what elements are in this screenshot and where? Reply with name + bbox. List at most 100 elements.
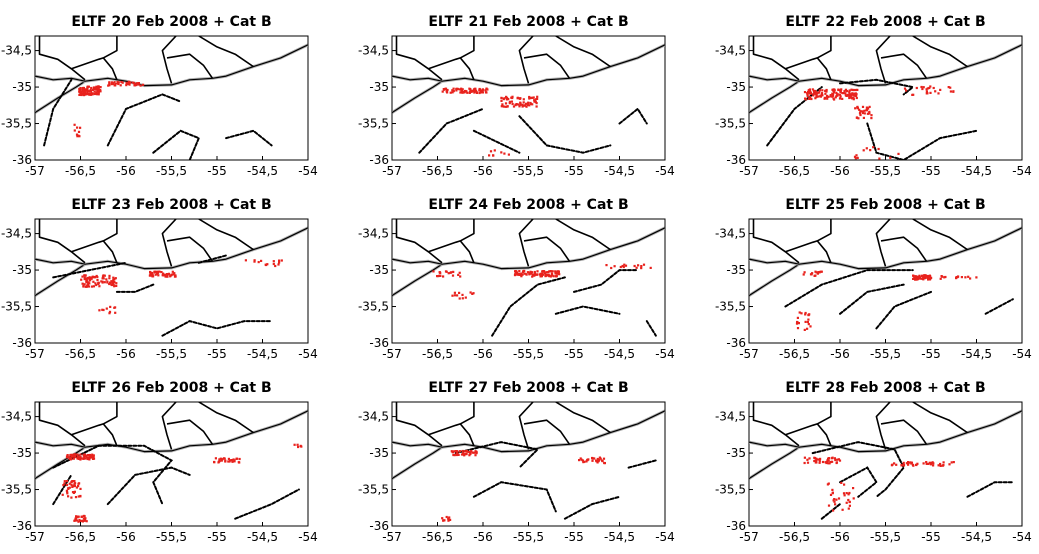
particle-point xyxy=(920,85,923,89)
particle-point xyxy=(831,488,834,491)
panel-8: ELTF 27 Feb 2008 + Cat B -57 -56,5 -56 -55,5… xyxy=(358,380,675,544)
particle-point xyxy=(442,88,445,91)
particle-point xyxy=(437,275,440,278)
department-border xyxy=(161,219,177,267)
particle-point xyxy=(73,519,77,522)
particle-point xyxy=(836,458,839,461)
particle-point xyxy=(514,103,517,106)
particle-point xyxy=(78,482,81,485)
ftle-ridge xyxy=(106,93,182,147)
particle-point xyxy=(932,464,935,467)
particle-point xyxy=(960,276,963,279)
particle-point xyxy=(228,460,231,463)
particle-point xyxy=(91,275,94,278)
particle-point xyxy=(462,451,465,455)
particle-point xyxy=(445,515,448,519)
particle-point xyxy=(230,459,233,462)
particle-point xyxy=(834,96,837,99)
particle-point xyxy=(218,458,221,461)
particle-point xyxy=(62,484,65,487)
particle-point xyxy=(274,264,277,268)
particle-point xyxy=(253,259,256,262)
y-tick-label: -34,5 xyxy=(1,410,32,424)
particle-point xyxy=(858,108,861,111)
department-border xyxy=(523,53,571,79)
particle-point xyxy=(166,275,169,278)
ftle-ridge xyxy=(573,269,639,293)
particle-point xyxy=(843,90,846,93)
department-border xyxy=(875,402,891,450)
department-border xyxy=(752,402,800,447)
particle-point xyxy=(839,95,842,98)
department-border xyxy=(161,402,177,450)
particle-point xyxy=(521,273,524,276)
particle-point xyxy=(471,292,474,295)
particle-point xyxy=(862,116,865,119)
particle-point xyxy=(845,501,848,504)
particle-point xyxy=(828,462,831,465)
particle-point xyxy=(940,275,943,278)
particle-point xyxy=(93,275,97,279)
particle-point xyxy=(471,89,474,92)
particle-point xyxy=(922,462,925,465)
particle-point xyxy=(814,97,817,100)
particle-point xyxy=(603,461,606,465)
particle-point xyxy=(507,98,510,101)
x-tick-label: -55 xyxy=(207,347,227,361)
particle-point xyxy=(845,94,848,97)
particle-point xyxy=(82,517,85,520)
y-tick-label: -35 xyxy=(12,263,32,277)
particle-point xyxy=(844,89,847,92)
particle-point xyxy=(810,273,813,276)
particle-point xyxy=(915,86,918,90)
ftle-ridge xyxy=(472,481,557,513)
y-tick-label: -36 xyxy=(12,153,32,167)
particle-point xyxy=(87,285,91,288)
particle-point xyxy=(838,459,842,462)
particle-point xyxy=(71,485,74,488)
particle-point xyxy=(621,264,624,268)
particle-point xyxy=(897,152,900,155)
particle-point xyxy=(514,270,517,273)
department-border xyxy=(875,36,891,84)
particle-point xyxy=(469,291,472,294)
ftle-ridge xyxy=(866,122,978,160)
particle-point xyxy=(95,88,98,91)
particle-point xyxy=(809,325,812,328)
particle-point xyxy=(227,460,230,463)
department-border xyxy=(38,36,86,81)
particle-point xyxy=(84,91,87,94)
particle-point xyxy=(169,275,172,278)
particle-point xyxy=(832,509,835,512)
particle-point xyxy=(96,279,99,282)
particle-point xyxy=(474,89,478,92)
x-tick-label: -55,5 xyxy=(513,530,544,544)
department-border xyxy=(518,219,534,267)
ftle-ridge xyxy=(563,495,621,520)
x-tick-label: -56,5 xyxy=(422,530,453,544)
particle-point xyxy=(841,97,844,100)
particle-point xyxy=(878,157,881,160)
river-shore-line xyxy=(35,441,86,448)
particle-point xyxy=(88,458,91,461)
particle-point xyxy=(99,88,102,92)
panel-title: ELTF 22 Feb 2008 + Cat B xyxy=(785,14,985,30)
y-tick-label: -34,5 xyxy=(715,410,746,424)
particle-point xyxy=(231,460,234,463)
particle-point xyxy=(96,85,99,88)
particle-point xyxy=(91,453,94,456)
particle-point xyxy=(796,327,800,330)
particle-point xyxy=(529,271,532,274)
particle-point xyxy=(925,275,928,278)
particle-point xyxy=(900,464,903,467)
particle-point xyxy=(86,454,90,457)
particle-point xyxy=(500,151,503,154)
particle-point xyxy=(832,89,836,92)
particle-point xyxy=(449,271,452,274)
y-tick-label: -34,5 xyxy=(358,410,389,424)
particle-point xyxy=(862,149,865,152)
particle-point xyxy=(521,271,525,274)
particle-point xyxy=(547,271,550,274)
department-border xyxy=(785,57,818,70)
particle-point xyxy=(525,102,528,105)
